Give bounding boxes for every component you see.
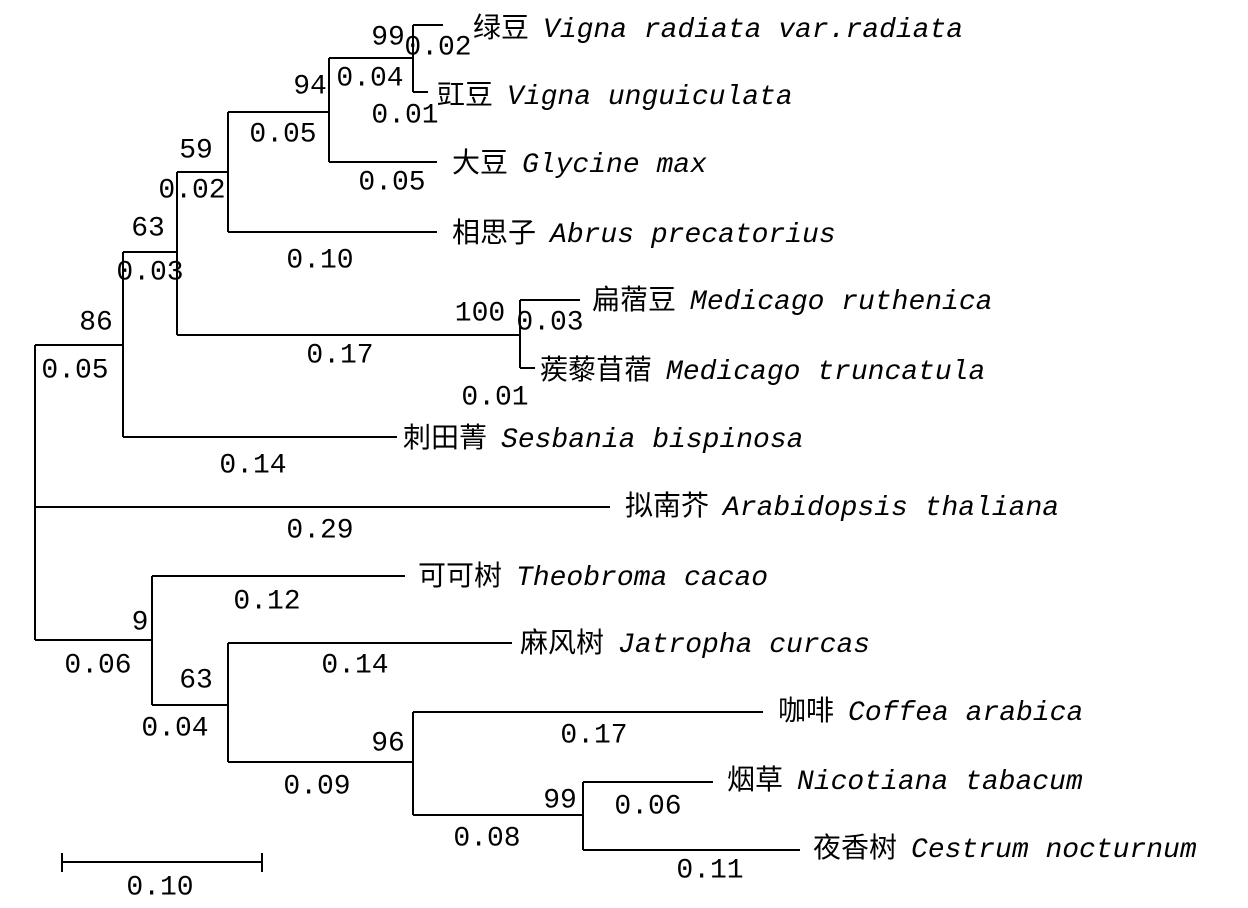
leaf-label: 大豆 Glycine max xyxy=(452,147,707,181)
leaf-cn: 相思子 xyxy=(452,217,536,251)
branch-length: 0.05 xyxy=(249,119,316,150)
leaf-label: 绿豆 Vigna radiata var.radiata xyxy=(473,12,963,46)
leaf-latin: Arabidopsis thaliana xyxy=(721,493,1059,524)
bootstrap: 99 xyxy=(371,22,405,53)
branch-length: 0.12 xyxy=(233,586,300,617)
branch-length: 0.17 xyxy=(306,340,373,371)
branch-length: 0.11 xyxy=(676,855,743,886)
branch-length: 0.05 xyxy=(358,167,425,198)
bootstrap: 86 xyxy=(79,307,113,338)
leaf-label: 夜香树 Cestrum nocturnum xyxy=(813,832,1197,866)
branch-length: 0.04 xyxy=(336,63,403,94)
branch-length: 0.02 xyxy=(158,175,225,206)
leaf-latin: Vigna radiata var.radiata xyxy=(543,15,963,46)
leaf-cn: 刺田菁 xyxy=(403,422,487,456)
leaf-cn: 蒺藜苜蓿 xyxy=(540,354,652,388)
bootstrap: 99 xyxy=(543,785,577,816)
leaf-cn: 豇豆 xyxy=(437,81,493,113)
branch-length: 0.08 xyxy=(453,823,520,854)
bootstrap: 59 xyxy=(179,135,213,166)
leaf-cn: 夜香树 xyxy=(813,832,897,866)
branch-length: 0.09 xyxy=(283,771,350,802)
branch-length: 0.14 xyxy=(219,450,286,481)
branch-length: 0.14 xyxy=(321,650,388,681)
leaf-latin: Theobroma cacao xyxy=(516,563,768,594)
bootstrap: 9 xyxy=(132,607,149,638)
leaf-label: 刺田菁 Sesbania bispinosa xyxy=(403,422,803,456)
bootstrap: 100 xyxy=(455,298,505,329)
leaf-label: 拟南芥 Arabidopsis thaliana xyxy=(625,490,1059,524)
leaf-label: 咖啡 Coffea arabica xyxy=(778,695,1083,729)
leaf-label: 豇豆 Vigna unguiculata xyxy=(437,81,793,113)
leaf-cn: 可可树 xyxy=(418,560,502,594)
leaf-label: 可可树 Theobroma cacao xyxy=(418,560,768,594)
leaf-latin: Medicago truncatula xyxy=(666,357,985,388)
branch-length: 0.03 xyxy=(116,257,183,288)
branch-length: 0.17 xyxy=(560,720,627,751)
scale-bar-label: 0.10 xyxy=(126,872,193,903)
leaf-label: 烟草 Nicotiana tabacum xyxy=(727,764,1083,798)
branch-length: 0.01 xyxy=(371,100,438,131)
branch-length: 0.04 xyxy=(141,713,208,744)
bootstrap: 63 xyxy=(131,213,165,244)
branch-length: 0.06 xyxy=(64,650,131,681)
leaf-latin: Glycine max xyxy=(522,150,707,181)
leaf-cn: 大豆 xyxy=(452,147,508,181)
bootstrap: 63 xyxy=(179,665,213,696)
leaf-label: 扁蓿豆 Medicago ruthenica xyxy=(592,284,992,318)
branch-length: 0.03 xyxy=(516,307,583,338)
branch-length: 0.10 xyxy=(286,245,353,276)
branch-length: 0.01 xyxy=(461,382,528,413)
leaf-cn: 拟南芥 xyxy=(625,490,709,524)
leaf-latin: Cestrum nocturnum xyxy=(911,835,1197,866)
leaf-latin: Sesbania bispinosa xyxy=(501,425,803,456)
branch-length: 0.05 xyxy=(41,355,108,386)
leaf-cn: 扁蓿豆 xyxy=(592,284,676,318)
leaf-latin: Abrus precatorius xyxy=(548,220,836,251)
leaf-label: 相思子 Abrus precatorius xyxy=(452,217,836,251)
leaf-latin: Vigna unguiculata xyxy=(507,82,793,113)
bootstrap: 94 xyxy=(293,71,327,102)
branch-length: 0.02 xyxy=(404,32,471,63)
leaf-cn: 咖啡 xyxy=(778,695,834,729)
leaf-cn: 麻风树 xyxy=(520,627,604,661)
bootstrap: 96 xyxy=(371,728,405,759)
branch-length: 0.29 xyxy=(286,515,353,546)
leaf-cn: 绿豆 xyxy=(473,12,529,46)
leaf-latin: Coffea arabica xyxy=(848,698,1083,729)
branch-length: 0.06 xyxy=(614,791,681,822)
leaf-cn: 烟草 xyxy=(727,764,783,798)
leaf-latin: Medicago ruthenica xyxy=(690,287,992,318)
leaf-latin: Jatropha curcas xyxy=(618,630,870,661)
leaf-label: 麻风树 Jatropha curcas xyxy=(520,627,870,661)
leaf-latin: Nicotiana tabacum xyxy=(797,767,1083,798)
leaf-label: 蒺藜苜蓿 Medicago truncatula xyxy=(540,354,985,388)
